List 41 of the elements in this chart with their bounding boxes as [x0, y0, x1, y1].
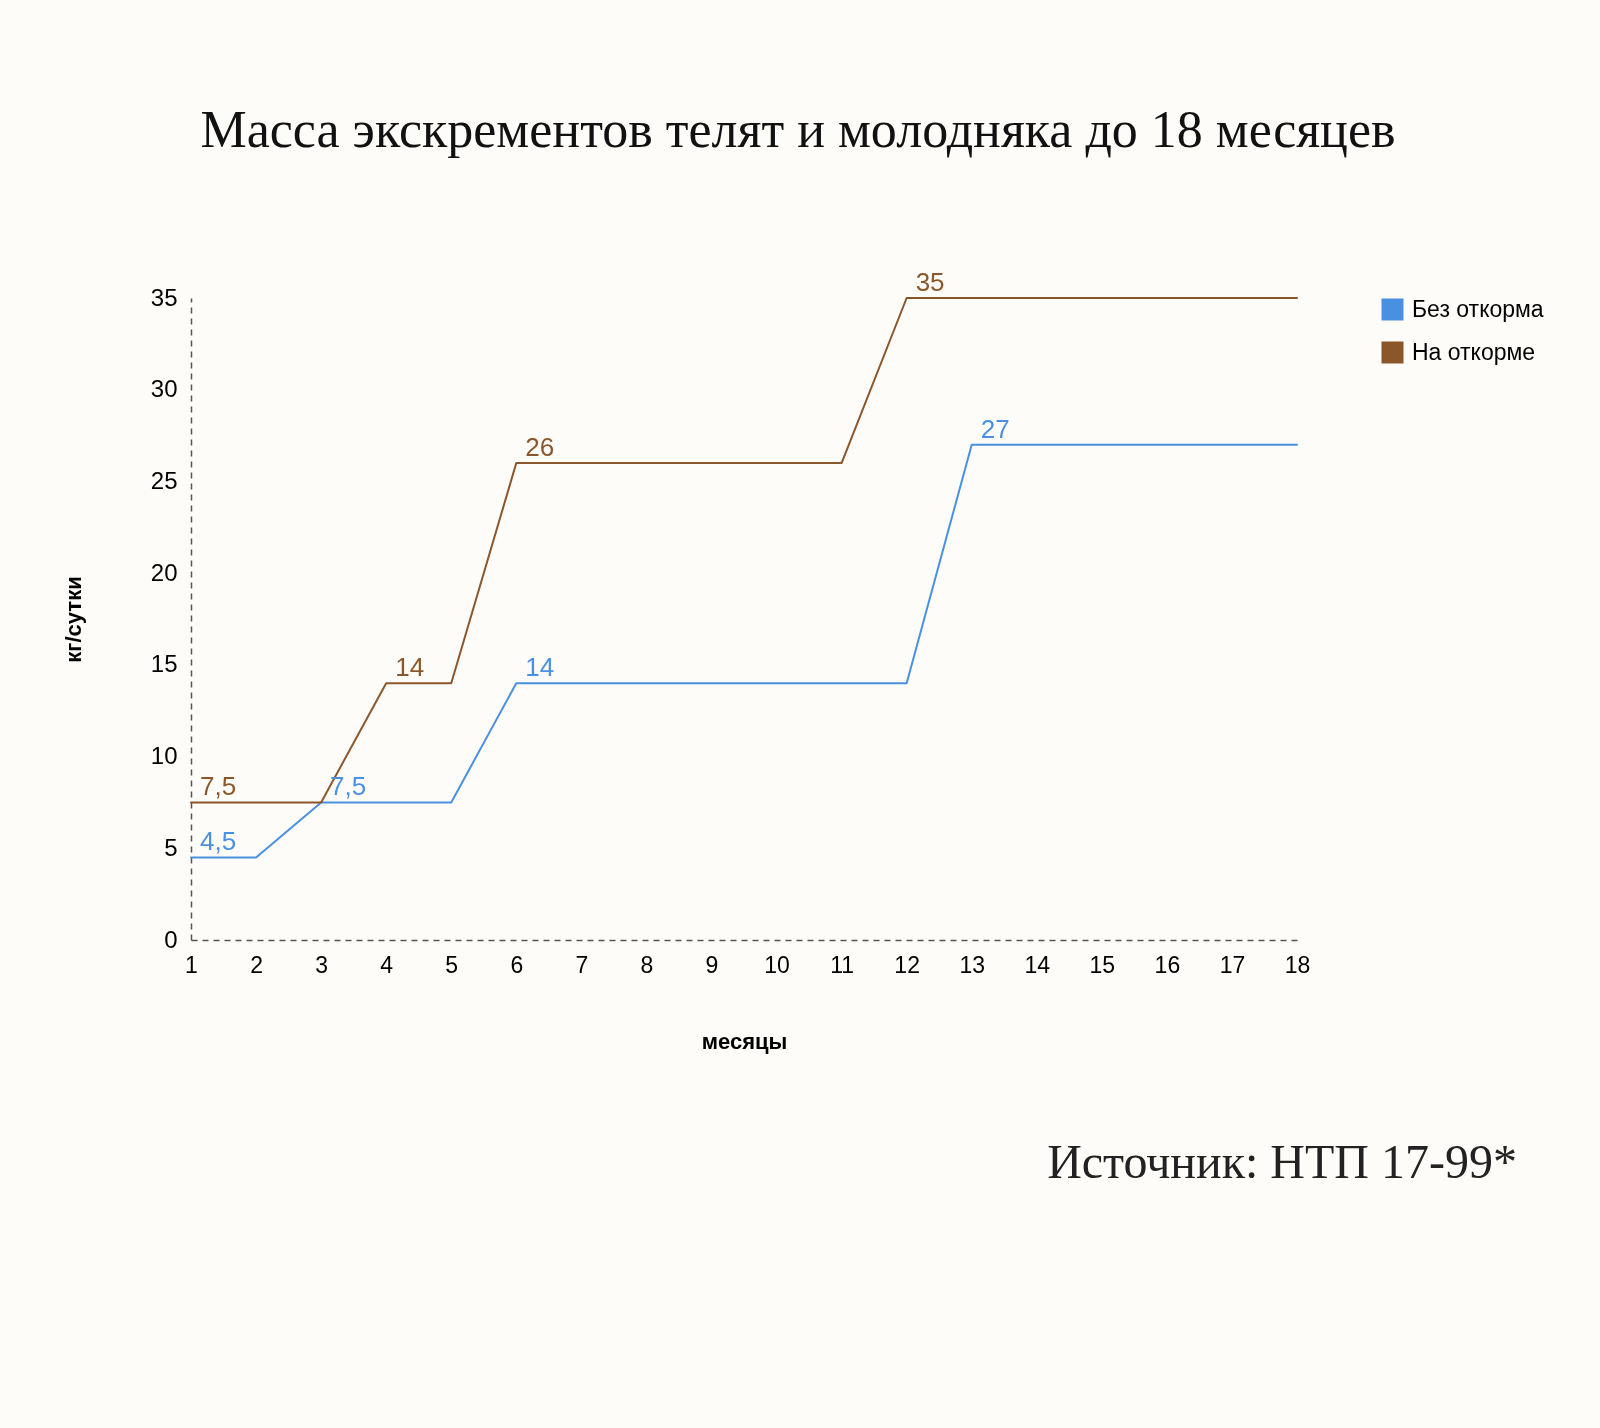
chart-title: Масса экскрементов телят и молодняка до 18 месяцев	[200, 101, 1396, 158]
text: Источник: НТП 17-99*	[1047, 1135, 1517, 1188]
data-label: 27	[980, 413, 1010, 444]
y-axis-title: кг/сутки	[60, 576, 86, 663]
line-series	[190, 297, 1298, 804]
x-tick-label: 8	[640, 951, 654, 978]
legend-label: Без откорма	[1412, 295, 1544, 322]
y-tick-label: 0	[164, 925, 178, 953]
x-tick-label: 1	[185, 951, 198, 978]
data-label: 26	[525, 432, 555, 463]
x-tick-label: 7	[575, 951, 589, 978]
y-tick-label: 20	[150, 558, 178, 586]
x-tick-label: 10	[764, 951, 790, 978]
x-tick-label: 13	[959, 951, 985, 978]
x-tick-label: 18	[1284, 951, 1311, 978]
data-label: 7,5	[200, 771, 237, 802]
data-label: 7,5	[330, 771, 367, 802]
data-label: 35	[915, 267, 945, 297]
data-label: 4,5	[200, 826, 237, 857]
x-tick-label: 11	[830, 951, 855, 978]
y-tick-label: 15	[150, 650, 178, 678]
x-tick-label: 9	[705, 951, 719, 978]
x-tick-label: 6	[510, 951, 524, 978]
y-tick-label: 30	[150, 375, 178, 403]
x-tick-label: 2	[250, 951, 263, 978]
y-tick-label: 10	[150, 742, 178, 770]
x-tick-label: 4	[380, 951, 394, 978]
x-tick-label: 12	[894, 951, 920, 978]
x-tick-label: 5	[445, 951, 459, 978]
data-label: 14	[525, 652, 555, 683]
x-tick-label: 14	[1024, 951, 1051, 978]
data-label: 14	[395, 652, 425, 683]
y-tick-label: 35	[150, 283, 178, 311]
x-tick-label: 15	[1089, 951, 1116, 978]
x-tick-label: 3	[315, 951, 329, 978]
x-tick-label: 17	[1219, 951, 1246, 978]
x-tick-label: 16	[1154, 951, 1181, 978]
y-tick-label: 25	[150, 466, 178, 494]
legend-label: На откорме	[1412, 338, 1536, 365]
y-tick-label: 5	[164, 833, 178, 861]
x-axis-title: месяцы	[701, 1028, 788, 1054]
